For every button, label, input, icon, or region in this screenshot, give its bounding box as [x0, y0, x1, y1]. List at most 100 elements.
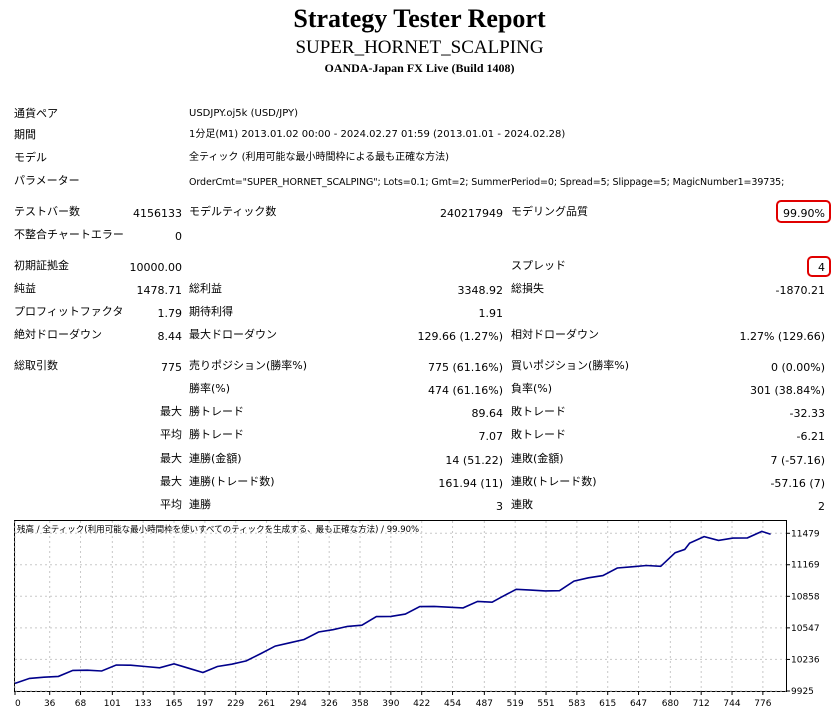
params-value: OrderCmt="SUPER_HORNET_SCALPING"; Lots=0… [189, 177, 785, 188]
quality-label: モデリング品質 [511, 205, 588, 218]
x-tick-label: 294 [290, 699, 307, 709]
gross-loss-label: 総損失 [511, 282, 544, 295]
bars-label: テストバー数 [14, 205, 80, 218]
period-label: 期間 [14, 128, 36, 141]
avg-win-value: 7.07 [478, 430, 504, 443]
x-tick-label: 583 [568, 699, 585, 709]
avg-cons-prefix: 平均 [160, 498, 182, 511]
avg-cons-losses-label: 連敗 [511, 498, 533, 511]
max-cons-amount-prefix: 最大 [160, 475, 182, 488]
largest-loss-value: -32.33 [789, 407, 825, 420]
loss-rate-value: 301 (38.84%) [749, 384, 825, 397]
chart-grid [14, 521, 786, 692]
net-value: 1478.71 [136, 284, 183, 297]
x-tick-label: 680 [662, 699, 679, 709]
x-tick-label: 229 [227, 699, 244, 709]
x-tick-label: 615 [599, 699, 616, 709]
long-value: 0 (0.00%) [770, 361, 825, 374]
pair-value: USDJPY.oj5k (USD/JPY) [189, 108, 299, 119]
loss-rate-label: 負率(%) [511, 382, 553, 395]
x-tick-label: 422 [413, 699, 430, 709]
x-tick-label: 326 [321, 699, 338, 709]
x-tick-label: 519 [507, 699, 524, 709]
max-dd-value: 129.66 (1.27%) [417, 330, 503, 343]
largest-win-label: 勝トレード [189, 405, 244, 418]
rel-dd-label: 相対ドローダウン [511, 328, 599, 341]
balance-line [14, 530, 771, 685]
abs-dd-label: 絶対ドローダウン [14, 328, 102, 341]
quality-highlight [776, 200, 831, 223]
x-tick-label: 358 [351, 699, 368, 709]
max-cons-profit-label: 連勝(トレード数) [189, 475, 275, 488]
short-label: 売りポジション(勝率%) [189, 359, 308, 372]
y-tick-label: 10236 [791, 655, 820, 665]
balance-chart: 残高 / 全ティック(利用可能な最小時間枠を使いすべてのティックを生成する、最も… [14, 520, 820, 709]
x-tick-label: 197 [196, 699, 213, 709]
y-tick-label: 11479 [791, 529, 820, 539]
params-label: パラメーター [14, 174, 80, 187]
x-tick-label: 647 [630, 699, 647, 709]
pair-label: 通貨ペア [14, 107, 58, 120]
max-cons-loss-label: 連敗(トレード数) [511, 475, 597, 488]
period-value: 1分足(M1) 2013.01.02 00:00 - 2024.02.27 01… [189, 129, 566, 140]
x-tick-label: 133 [135, 699, 152, 709]
max-cons-prefix: 最大 [160, 452, 182, 465]
ticks-value: 240217949 [440, 207, 503, 220]
gross-loss-value: -1870.21 [775, 284, 825, 297]
rel-dd-value: 1.27% (129.66) [739, 330, 825, 343]
max-cons-wins-label: 連勝(金額) [189, 452, 242, 465]
x-tick-label: 454 [444, 699, 461, 709]
x-tick-label: 744 [723, 699, 740, 709]
ea-name: SUPER_HORNET_SCALPING [295, 37, 544, 58]
x-tick-label: 712 [693, 699, 710, 709]
quality-value: 99.90% [783, 207, 825, 220]
model-value: 全ティック (利用可能な最小時間枠による最も正確な方法) [189, 152, 450, 163]
x-axis-ticks: 0 36 68 101 133 165 197 229 261 294 326 358 390 422 45… [14, 691, 772, 709]
max-cons-losses-label: 連敗(金額) [511, 452, 564, 465]
y-tick-label: 9925 [791, 687, 814, 697]
spread-highlight [807, 256, 831, 277]
x-tick-label: 261 [258, 699, 275, 709]
spread-value: 4 [818, 261, 825, 274]
deposit-label: 初期証拠金 [14, 259, 69, 272]
x-tick-label: 0 [15, 699, 21, 709]
pf-value: 1.79 [157, 307, 183, 320]
net-label: 純益 [14, 282, 36, 295]
max-cons-losses-value: 7 (-57.16) [770, 454, 825, 467]
x-tick-label: 487 [476, 699, 493, 709]
bars-value: 4156133 [133, 207, 182, 220]
gross-profit-value: 3348.92 [457, 284, 504, 297]
pf-label: プロフィットファクタ [14, 305, 124, 318]
avg-win-label: 勝トレード [189, 428, 244, 441]
y-tick-label: 11169 [791, 561, 820, 571]
deposit-value: 10000.00 [129, 261, 183, 274]
avg-cons-wins-value: 3 [496, 500, 503, 513]
x-tick-label: 776 [754, 699, 771, 709]
gross-profit-label: 総利益 [189, 282, 222, 295]
largest-prefix: 最大 [160, 405, 182, 418]
avg-cons-wins-label: 連勝 [189, 498, 211, 511]
x-tick-label: 68 [75, 699, 87, 709]
y-tick-label: 10858 [791, 592, 820, 602]
avg-cons-losses-value: 2 [818, 500, 825, 513]
short-value: 775 (61.16%) [427, 361, 503, 374]
max-cons-loss-value: -57.16 (7) [770, 477, 825, 490]
total-trades-value: 775 [161, 361, 182, 374]
win-rate-value: 474 (61.16%) [427, 384, 503, 397]
long-label: 買いポジション(勝率%) [511, 359, 630, 372]
x-tick-label: 36 [44, 699, 56, 709]
ticks-label: モデルティック数 [189, 205, 277, 218]
chart-caption: 残高 / 全ティック(利用可能な最小時間枠を使いすべてのティックを生成する、最も… [17, 524, 419, 535]
payoff-label: 期待利得 [189, 305, 233, 318]
max-cons-wins-value: 14 (51.22) [445, 454, 503, 467]
largest-win-value: 89.64 [471, 407, 504, 420]
max-dd-label: 最大ドローダウン [189, 328, 277, 341]
abs-dd-value: 8.44 [157, 330, 183, 343]
x-tick-label: 551 [537, 699, 554, 709]
avg-loss-value: -6.21 [796, 430, 825, 443]
model-label: モデル [14, 151, 47, 164]
mismatch-value: 0 [175, 230, 182, 243]
payoff-value: 1.91 [478, 307, 504, 320]
report-title: Strategy Tester Report [293, 4, 546, 33]
total-trades-label: 総取引数 [14, 359, 58, 372]
